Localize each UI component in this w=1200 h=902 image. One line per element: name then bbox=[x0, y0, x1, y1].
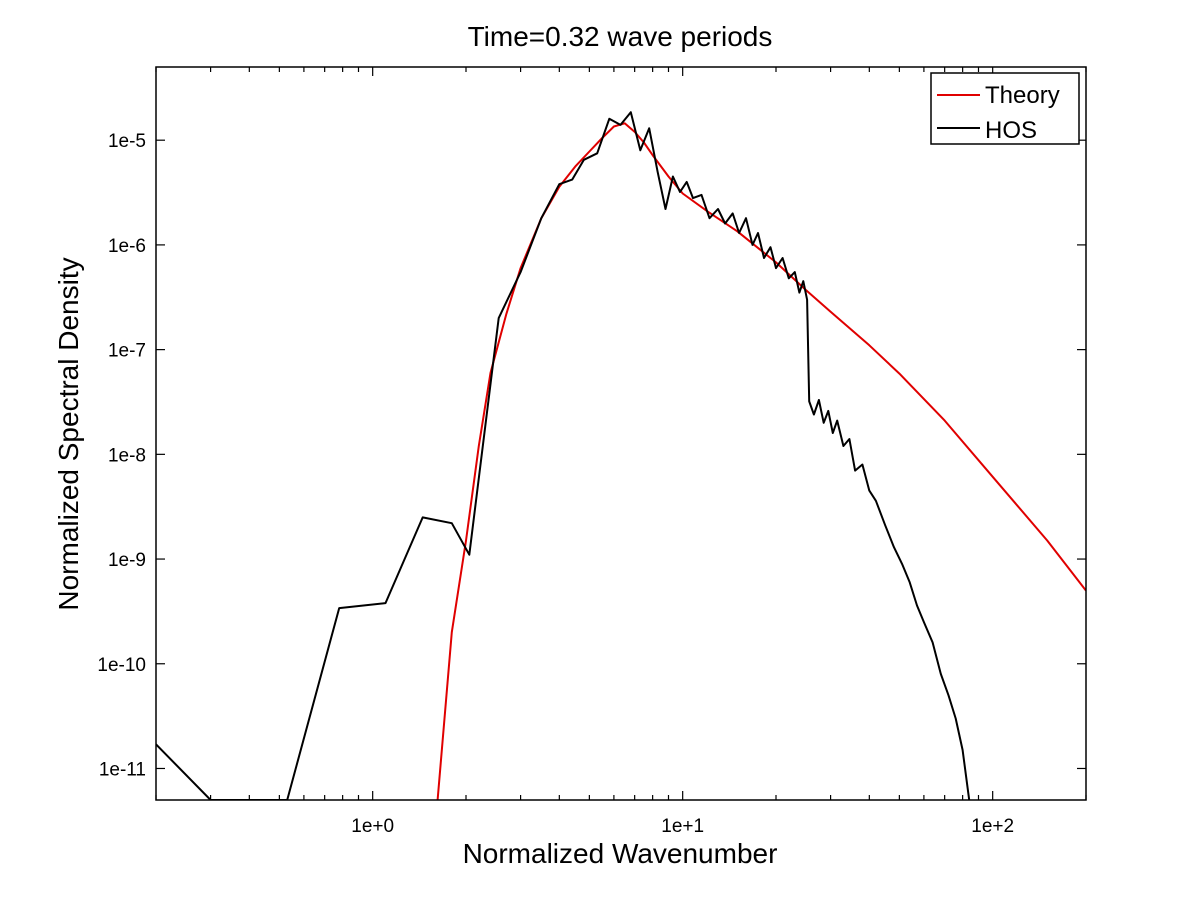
y-axis-label: Normalized Spectral Density bbox=[53, 257, 84, 610]
x-tick-label: 1e+0 bbox=[351, 816, 394, 837]
series-layer bbox=[156, 111, 1086, 800]
y-tick-label: 1e-8 bbox=[108, 445, 146, 466]
y-tick-label: 1e-11 bbox=[99, 759, 146, 780]
x-axis-label: Normalized Wavenumber bbox=[463, 838, 778, 869]
series-line-theory bbox=[436, 122, 1086, 800]
y-tick-label: 1e-6 bbox=[108, 236, 146, 257]
y-tick-label: 1e-7 bbox=[108, 341, 146, 362]
chart-title: Time=0.32 wave periods bbox=[468, 21, 773, 52]
legend-box bbox=[930, 72, 1080, 145]
x-tick-label: 1e+1 bbox=[661, 816, 704, 837]
legend-label-hos: HOS bbox=[985, 117, 1037, 144]
y-tick-label: 1e-5 bbox=[108, 131, 146, 152]
y-tick-label: 1e-9 bbox=[108, 550, 146, 571]
legend: Theory HOS bbox=[930, 72, 1080, 145]
plot-frame bbox=[155, 66, 1087, 801]
x-tick-label: 1e+2 bbox=[971, 816, 1014, 837]
series-line-hos bbox=[156, 111, 971, 800]
legend-label-theory: Theory bbox=[985, 82, 1060, 109]
y-tick-label: 1e-10 bbox=[97, 655, 146, 676]
axis-ticks: 1e+0 1e+1 1e+2 1e-11 1e-10 1e-9 1e-8 1e-7 1e-6 1e… bbox=[97, 67, 1087, 837]
